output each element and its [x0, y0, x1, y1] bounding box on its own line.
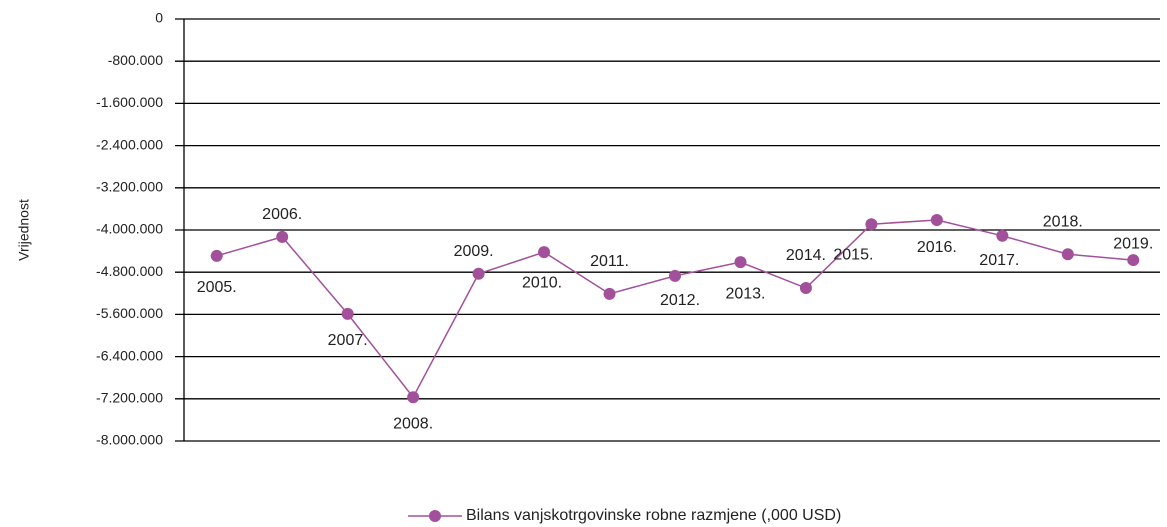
- point-label: 2009.: [454, 243, 494, 260]
- y-tick-label: -800.000: [108, 52, 163, 68]
- legend-marker: [429, 510, 441, 522]
- point-label: 2012.: [660, 292, 700, 309]
- point-label: 2016.: [917, 239, 957, 256]
- point-label: 2017.: [979, 252, 1019, 269]
- point-label: 2007.: [328, 332, 368, 349]
- point: [603, 287, 616, 300]
- point-label: 2005.: [197, 279, 237, 296]
- point: [799, 282, 812, 295]
- point-label: 2011.: [590, 253, 629, 270]
- point: [1127, 254, 1140, 267]
- y-tick-label: -5.600.000: [96, 305, 163, 321]
- point: [538, 246, 551, 259]
- y-axis-label: Vrijednost: [16, 199, 32, 261]
- point: [341, 307, 354, 320]
- point-label: 2010.: [522, 274, 562, 291]
- y-tick-label: -7.200.000: [96, 390, 163, 406]
- y-tick-label: 0: [155, 10, 163, 26]
- point: [472, 267, 485, 280]
- y-tick-label: -2.400.000: [96, 136, 163, 152]
- point-label: 2013.: [725, 285, 765, 302]
- point: [276, 230, 289, 243]
- y-tick-label: -4.800.000: [96, 263, 163, 279]
- point-label: 2015.: [833, 246, 873, 263]
- point: [669, 269, 681, 282]
- point-label: 2006.: [262, 206, 302, 223]
- point: [865, 218, 878, 231]
- point-label: 2014.: [786, 247, 826, 264]
- point-label: 2008.: [393, 415, 433, 432]
- point: [1061, 248, 1074, 261]
- y-tick-label: -3.200.000: [96, 179, 163, 195]
- point: [996, 229, 1009, 242]
- y-tick-label: -1.600.000: [96, 94, 163, 110]
- legend-label: Bilans vanjskotrgovinske robne razmjene …: [466, 507, 841, 524]
- y-tick-label: -6.400.000: [96, 347, 163, 363]
- point: [734, 256, 747, 269]
- point: [210, 249, 223, 262]
- point: [930, 213, 943, 226]
- y-tick-label: -8.000.000: [96, 432, 163, 448]
- point-label: 2018.: [1043, 213, 1083, 230]
- point: [407, 391, 420, 404]
- point-label: 2019.: [1113, 235, 1153, 252]
- y-tick-label: -4.000.000: [96, 221, 163, 237]
